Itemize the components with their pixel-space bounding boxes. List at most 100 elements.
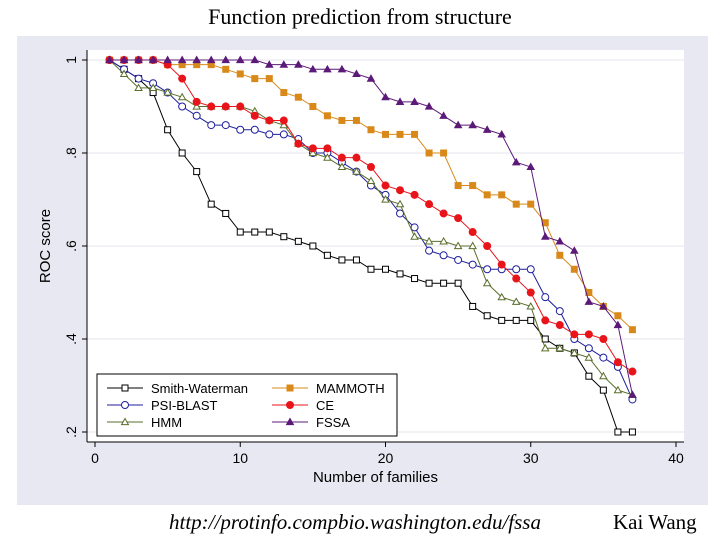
point-ce (178, 74, 187, 83)
point-ce (497, 260, 506, 269)
point-fssa (439, 111, 448, 119)
x-axis-label: Number of families (313, 469, 438, 486)
point-smith-waterman (251, 228, 259, 236)
point-psi-blast (454, 255, 463, 264)
point-fssa (468, 120, 477, 129)
point-mammoth (483, 191, 491, 199)
point-ce (599, 335, 608, 343)
point-psi-blast (512, 265, 521, 274)
point-mammoth (294, 93, 302, 101)
point-smith-waterman (294, 237, 302, 245)
point-smith-waterman (440, 279, 448, 287)
point-mammoth (556, 251, 564, 259)
point-fssa (366, 74, 376, 82)
point-ce (439, 209, 448, 218)
point-psi-blast (207, 121, 216, 130)
point-mammoth (411, 130, 419, 138)
point-smith-waterman (222, 209, 230, 217)
point-mammoth (265, 75, 273, 83)
point-smith-waterman (236, 228, 244, 236)
roc-chart: .2.4.6.810 10 20 30 40 Smith-WatermanPSI-BLA… (37, 50, 684, 486)
point-fssa (323, 64, 332, 73)
point-smith-waterman (585, 372, 593, 380)
point-fssa (264, 60, 274, 68)
point-hmm (555, 343, 565, 352)
point-mammoth (628, 326, 636, 334)
point-fssa (453, 120, 463, 129)
point-ce (294, 139, 303, 148)
point-psi-blast (555, 307, 564, 316)
point-fssa (337, 64, 347, 73)
point-fssa (221, 55, 231, 64)
point-fssa (192, 55, 201, 64)
point-hmm (424, 236, 434, 245)
point-psi-blast (250, 125, 259, 134)
legend-marker-mammoth (286, 384, 294, 392)
point-smith-waterman (614, 428, 622, 436)
point-fssa (177, 55, 187, 64)
point-hmm (497, 292, 507, 301)
legend: Smith-Waterman PSI-BLAST HMM MAMMOTH CE FSSA (96, 373, 398, 437)
point-smith-waterman (323, 251, 331, 259)
point-fssa (410, 97, 419, 105)
point-ce (396, 186, 405, 195)
point-ce (279, 116, 288, 125)
point-fssa (482, 125, 492, 133)
point-fssa (526, 162, 536, 171)
point-ce (483, 242, 492, 250)
point-mammoth (614, 312, 622, 320)
footer-author: Kai Wang (613, 510, 697, 534)
point-smith-waterman (338, 256, 346, 264)
y-axis-label: ROC score (37, 209, 54, 283)
point-psi-blast (599, 353, 608, 362)
point-fssa (105, 55, 114, 64)
axes: .2.4.6.810 10 20 30 40 (63, 50, 684, 466)
point-hmm (570, 348, 579, 357)
point-hmm (279, 120, 289, 129)
legend-item-hmm: HMM (107, 415, 182, 430)
point-mammoth (323, 112, 331, 120)
point-mammoth (280, 89, 288, 97)
y-tick-label: .4 (63, 333, 79, 345)
point-smith-waterman (498, 316, 506, 324)
point-ce (366, 162, 375, 171)
point-mammoth (498, 191, 506, 199)
legend-marker-psi-blast (121, 401, 129, 409)
y-tick-label: .2 (63, 426, 79, 438)
point-smith-waterman (382, 265, 389, 273)
legend-item-smith-waterman: Smith-Waterman (107, 381, 248, 396)
legend-item-psi-blast: PSI-BLAST (107, 398, 218, 413)
point-fssa (148, 55, 158, 64)
point-hmm (352, 167, 361, 175)
point-mammoth (367, 126, 375, 134)
point-mammoth (527, 200, 535, 208)
legend-marker-smith-waterman (121, 384, 129, 392)
point-hmm (395, 199, 405, 208)
point-mammoth (469, 182, 477, 190)
point-smith-waterman (352, 256, 360, 264)
point-smith-waterman (265, 228, 273, 236)
point-ce (381, 181, 390, 190)
point-hmm (192, 102, 201, 110)
point-fssa (570, 246, 579, 254)
point-mammoth (236, 70, 244, 78)
point-fssa (628, 390, 637, 398)
chart-frame: .2.4.6.8 1 0 10 20 30 40 Smith-Waterman PSI-BLA… (17, 36, 708, 505)
footer-url[interactable]: http://protinfo.compbio.washington.edu/f… (169, 510, 541, 534)
y-tick-label: .8 (63, 147, 79, 159)
point-ce (207, 102, 216, 111)
point-fssa (424, 102, 434, 110)
point-fssa (206, 55, 216, 64)
point-fssa (119, 55, 129, 64)
point-mammoth (338, 116, 346, 124)
point-hmm (134, 83, 143, 91)
point-fssa (381, 92, 390, 101)
slide-title: Function prediction from structure (208, 4, 512, 29)
point-psi-blast (134, 74, 143, 83)
point-mammoth (251, 75, 259, 83)
point-psi-blast (279, 130, 288, 139)
series-layer (105, 55, 637, 436)
point-hmm (540, 343, 550, 352)
point-smith-waterman (599, 386, 607, 394)
point-mammoth (512, 200, 520, 208)
